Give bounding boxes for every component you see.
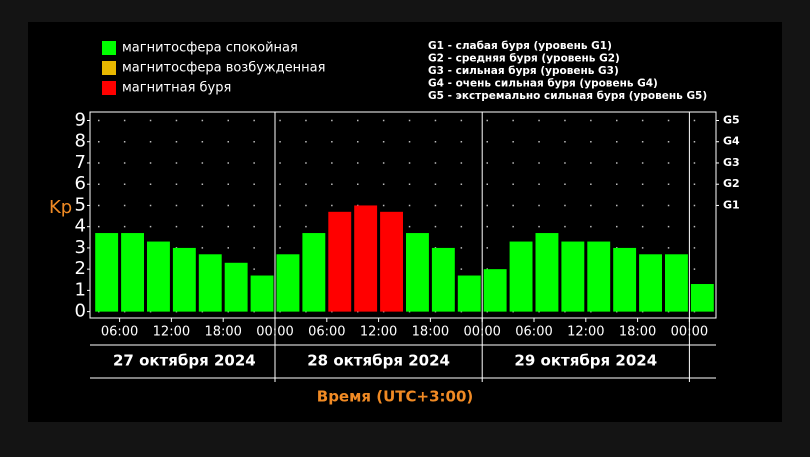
- bar: [483, 269, 507, 312]
- y-tick-label: 6: [75, 173, 86, 194]
- bar: [406, 233, 429, 312]
- y-axis-label: Kp: [49, 197, 72, 218]
- date-label: 29 октября 2024: [514, 352, 657, 370]
- y2-tick-label: G3: [723, 156, 740, 169]
- plot-frame: [89, 111, 717, 319]
- y-tick-label: 0: [75, 301, 86, 322]
- y-tick-label: 7: [75, 152, 86, 173]
- bar: [380, 211, 403, 312]
- storm-level-note: G4 - очень сильная буря (уровень G4): [428, 78, 658, 90]
- bar: [613, 247, 637, 312]
- storm-level-note: G1 - слабая буря (уровень G1): [428, 40, 612, 52]
- panel: [28, 22, 782, 422]
- y-tick-label: 4: [75, 216, 86, 237]
- y2-tick-label: G5: [723, 113, 740, 126]
- bar: [354, 205, 378, 312]
- x-tick-label: 06:00: [101, 325, 138, 340]
- y2-tick-label: G1: [723, 198, 740, 211]
- legend-swatch: [102, 61, 116, 75]
- y-tick-label: 8: [75, 131, 86, 152]
- bar: [690, 284, 714, 312]
- bar: [561, 241, 585, 312]
- storm-level-note: G5 - экстремально сильная буря (уровень …: [428, 90, 707, 102]
- bar: [665, 254, 688, 312]
- date-label: 27 октября 2024: [113, 352, 256, 370]
- y2-tick-label: G2: [723, 177, 740, 190]
- bar: [172, 247, 196, 312]
- y-tick-label: 1: [75, 279, 86, 300]
- storm-level-note: G2 - средняя буря (уровень G2): [428, 53, 620, 65]
- y-tick-label: 2: [75, 258, 86, 279]
- x-tick-label: 18:00: [204, 325, 241, 340]
- bar: [121, 233, 144, 312]
- bar: [250, 275, 274, 312]
- bar: [587, 241, 611, 312]
- legend-label: магнитосфера спокойная: [122, 41, 298, 56]
- bar: [198, 254, 222, 312]
- y-tick-label: 5: [75, 194, 86, 215]
- bar: [535, 233, 559, 312]
- legend-label: магнитосфера возбужденная: [122, 61, 325, 76]
- x-tick-label: 18:00: [619, 325, 656, 340]
- bar: [639, 254, 662, 312]
- storm-level-note: G3 - сильная буря (уровень G3): [428, 65, 619, 77]
- bar: [95, 233, 119, 312]
- legend-swatch: [102, 81, 116, 95]
- x-tick-label: 12:00: [567, 325, 604, 340]
- bar: [328, 211, 352, 312]
- legend-swatch: [102, 41, 116, 55]
- y-tick-label: 9: [75, 109, 86, 130]
- y-tick-label: 3: [75, 237, 86, 258]
- bar: [224, 262, 248, 312]
- x-tick-label: 06:00: [308, 325, 345, 340]
- y2-tick-label: G4: [723, 135, 740, 148]
- legend-label: магнитная буря: [122, 81, 231, 96]
- x-axis-label: Время (UTC+3:00): [317, 388, 473, 406]
- bar: [276, 254, 300, 312]
- bar: [457, 275, 481, 312]
- bar: [302, 233, 326, 312]
- bar: [431, 247, 455, 312]
- date-label: 28 октября 2024: [307, 352, 450, 370]
- x-tick-label: 12:00: [153, 325, 190, 340]
- bar: [147, 241, 170, 312]
- x-tick-label: 18:00: [412, 325, 449, 340]
- x-tick-label: 12:00: [360, 325, 397, 340]
- bar: [509, 241, 533, 312]
- x-tick-label: 06:00: [515, 325, 552, 340]
